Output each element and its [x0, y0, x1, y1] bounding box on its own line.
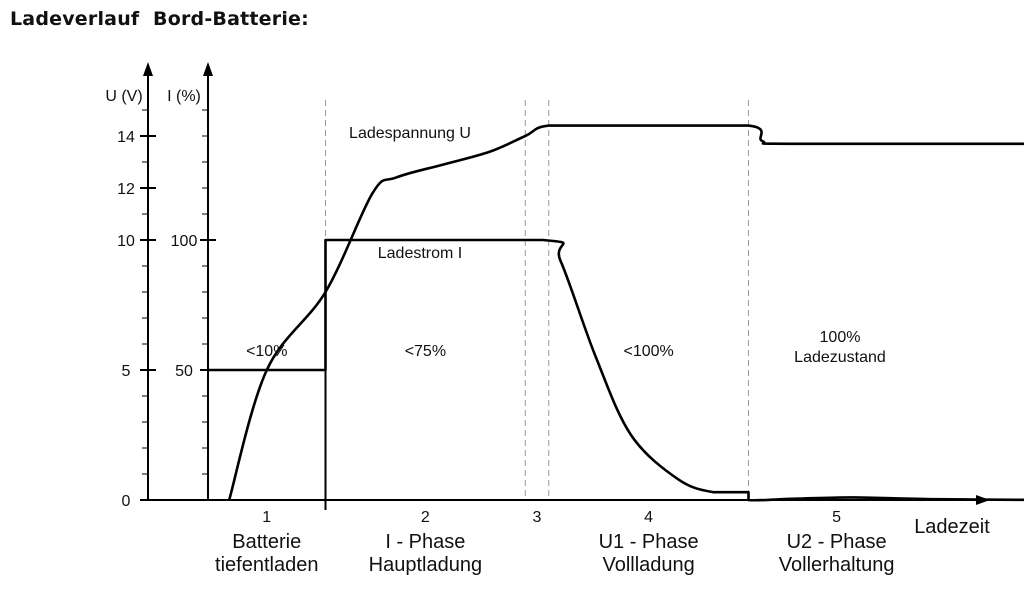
voltage-axis-label: U (V): [105, 88, 142, 105]
series-lines: [208, 124, 1024, 510]
axis-ticks: [140, 109, 216, 501]
voltage-tick-label: 14: [117, 129, 135, 146]
axes: [143, 62, 990, 505]
state-label-line1: 100%: [820, 329, 861, 346]
phase-divider-lines: [325, 100, 749, 500]
voltage-tick-label: 10: [117, 233, 135, 250]
phase-number-5: 5: [832, 509, 841, 526]
phase-name-line1: I - Phase: [385, 531, 465, 553]
voltage-tick-label: 0: [122, 493, 131, 510]
phase-current-label: <10%: [246, 343, 287, 360]
series-label-ladestrom: Ladestrom I: [378, 245, 462, 262]
current-tick-label: 50: [175, 363, 193, 380]
phase-name-line1: U1 - Phase: [599, 531, 699, 553]
chart-labels: U (V) I (%)Ladezeit0510121450100Ladespann…: [105, 88, 990, 576]
time-axis-label: Ladezeit: [914, 516, 990, 538]
voltage-tick-label: 5: [122, 363, 131, 380]
phase-name-line2: Vollladung: [602, 554, 694, 576]
current-axis-label: I (%): [167, 88, 201, 105]
phase-current-label: <75%: [405, 343, 446, 360]
phase-current-label: <100%: [623, 343, 673, 360]
phase-number-1: 1: [262, 509, 271, 526]
phase-name-line2: Hauptladung: [369, 554, 482, 576]
state-label-line2: Ladezustand: [794, 349, 886, 366]
phase-number-3: 3: [533, 509, 542, 526]
current-tick-label: 100: [171, 233, 198, 250]
voltage-axis-arrow: [143, 62, 153, 76]
page-title: Ladeverlauf Bord-Batterie:: [10, 8, 309, 30]
series-line-ladestrom: [208, 238, 1024, 502]
phase-name-line1: Batterie: [232, 531, 301, 553]
voltage-tick-label: 12: [117, 181, 135, 198]
series-label-ladespannung: Ladespannung U: [349, 125, 471, 142]
phase-number-2: 2: [421, 509, 430, 526]
phase-name-line2: tiefentladen: [215, 554, 318, 576]
phase-name-line2: Vollerhaltung: [779, 554, 895, 576]
phase-name-line1: U2 - Phase: [787, 531, 887, 553]
current-axis-arrow: [203, 62, 213, 76]
series-line-ladespannung: [227, 124, 1024, 501]
phase-number-4: 4: [644, 509, 653, 526]
